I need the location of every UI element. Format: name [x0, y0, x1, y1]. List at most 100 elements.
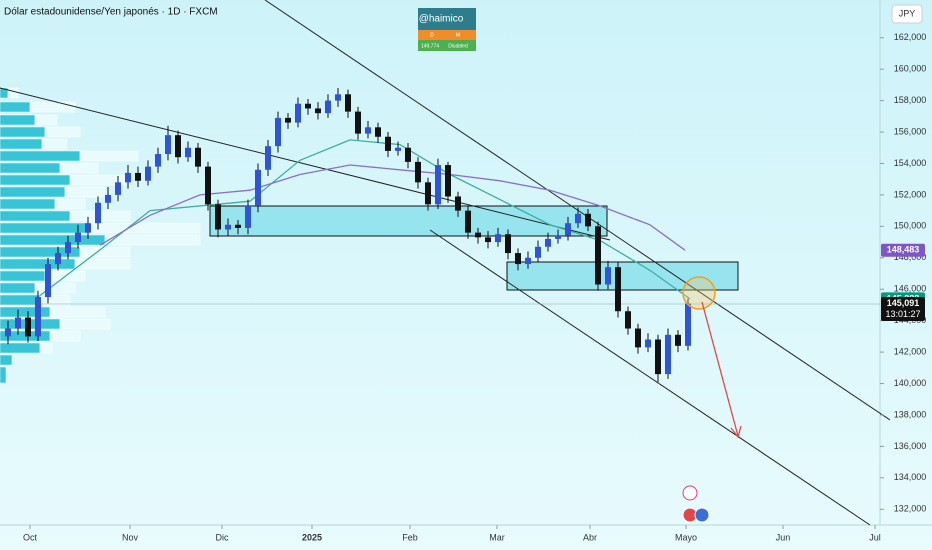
x-tick-label: Jul	[869, 532, 881, 542]
candle-body	[345, 94, 351, 112]
profile-bar	[64, 186, 106, 198]
candle-body	[385, 136, 391, 151]
profile-bar	[0, 258, 76, 270]
profile-bar	[49, 330, 81, 342]
x-tick-label: Nov	[122, 532, 139, 542]
candle-body	[625, 311, 631, 329]
plot	[5, 88, 691, 382]
candle-body	[75, 232, 81, 243]
candle-body	[285, 117, 291, 123]
profile-bar	[0, 198, 56, 210]
candle-body	[85, 223, 91, 233]
badge-cell: 149,774	[421, 43, 439, 49]
candle-body	[375, 127, 381, 137]
price-label-box	[881, 243, 925, 257]
x-tick-label: Feb	[402, 532, 418, 542]
profile-bar	[0, 294, 41, 306]
profile-bar	[59, 318, 111, 330]
candle-body	[195, 147, 201, 167]
x-tick-label: Jun	[776, 532, 791, 542]
profile-bar	[0, 101, 31, 113]
profile-bar	[34, 282, 76, 294]
x-tick-label: Abr	[583, 532, 597, 542]
profile-bar	[0, 210, 71, 222]
profile-bar	[0, 174, 71, 186]
profile-bar	[104, 234, 201, 246]
profile-bar	[39, 294, 71, 306]
candle-body	[35, 297, 41, 337]
candle-body	[25, 317, 31, 337]
candle-body	[585, 213, 591, 227]
y-tick-label: 152,000	[894, 189, 927, 199]
candle-body	[115, 182, 121, 195]
candle-body	[425, 182, 431, 205]
candle-body	[565, 223, 571, 236]
profile-bar	[0, 306, 51, 318]
currency: JPY	[899, 8, 916, 18]
candle-body	[295, 103, 301, 123]
profile-bar	[41, 138, 68, 150]
candle-body	[355, 111, 361, 134]
y-tick-label: 160,000	[894, 64, 927, 74]
candle-body	[515, 253, 521, 265]
y-tick-label: 156,000	[894, 126, 927, 136]
price-label: 148,483	[887, 245, 920, 255]
profile-bar	[0, 234, 106, 246]
candle-body	[615, 267, 621, 312]
profile-bar	[79, 150, 139, 162]
y-tick-label: 154,000	[894, 158, 927, 168]
y-tick-label: 162,000	[894, 32, 927, 42]
candle-body	[315, 108, 321, 114]
badge-row	[418, 40, 476, 51]
volume-profile	[0, 87, 201, 384]
profile-bar	[0, 354, 13, 366]
profile-bar	[0, 222, 91, 234]
currency-box	[891, 4, 923, 24]
profile-bar	[0, 114, 36, 126]
event-icon	[694, 507, 710, 523]
candle-body	[275, 117, 281, 147]
candle-body	[535, 246, 541, 258]
profile-bar	[89, 222, 201, 234]
candle-body	[415, 161, 421, 183]
y-tick-label: 148,000	[894, 252, 927, 262]
profile-bar	[44, 126, 81, 138]
x-tick-label: Dic	[216, 532, 229, 542]
candle-body	[635, 328, 641, 348]
profile-bar	[79, 246, 131, 258]
chart-title: Dólar estadounidense/Yen japonés · 1D · …	[4, 7, 218, 18]
candle-body	[335, 94, 341, 101]
badge-row	[418, 30, 476, 40]
candle-body	[135, 172, 141, 181]
profile-bar	[0, 186, 66, 198]
zone	[209, 205, 608, 237]
badge-cell: D	[430, 32, 434, 38]
candle-body	[215, 204, 221, 230]
candle-body	[105, 194, 111, 203]
candle-body	[605, 267, 611, 285]
x-tick-label: Oct	[23, 532, 38, 542]
candle-body	[575, 213, 581, 224]
candle-body	[245, 205, 251, 228]
y-tick-label: 132,000	[894, 504, 927, 514]
badge-head	[418, 8, 476, 30]
candle-body	[165, 135, 171, 155]
candle-body	[555, 235, 561, 239]
profile-bar	[0, 126, 46, 138]
badge-cell: Disabled	[448, 43, 468, 49]
profile-bar	[34, 114, 58, 126]
candle-body	[545, 238, 551, 247]
y-tick-label: 138,000	[894, 409, 927, 419]
candle-body	[655, 339, 661, 375]
countdown: 13:01:27	[885, 309, 920, 319]
candle-body	[495, 234, 501, 243]
badge-cell: M	[456, 32, 460, 38]
x-tick-label: Mar	[489, 532, 505, 542]
price-label-box	[881, 297, 925, 322]
candle-body	[465, 210, 471, 233]
profile-bar	[0, 342, 41, 354]
channel-line	[429, 229, 871, 526]
candle-body	[205, 166, 211, 205]
candle-body	[445, 165, 451, 197]
